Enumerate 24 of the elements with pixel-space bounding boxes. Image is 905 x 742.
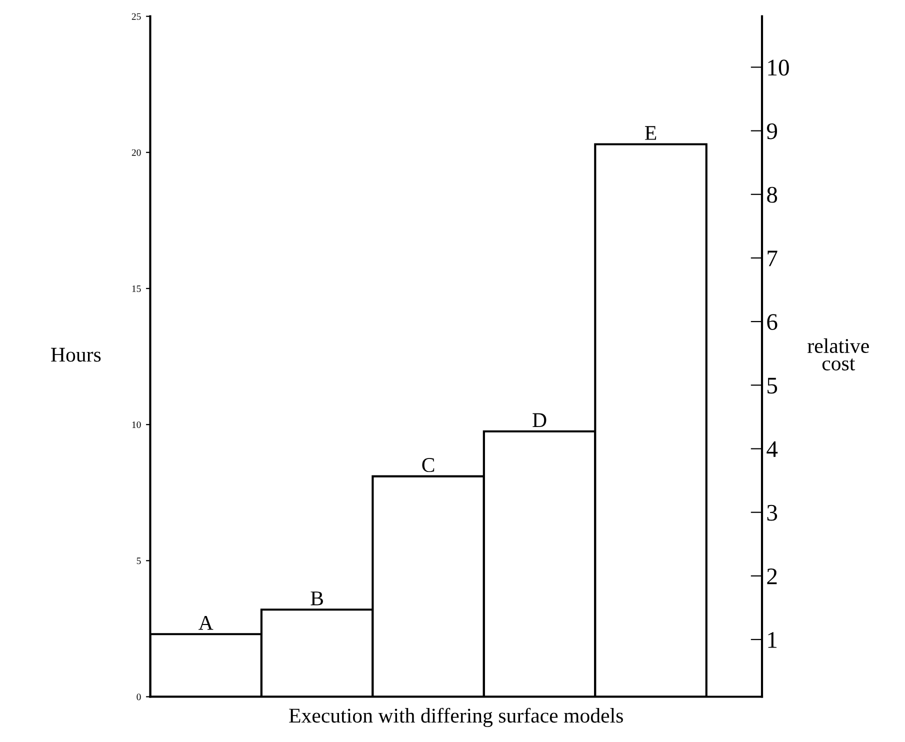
x-tick-label: B [310, 592, 324, 606]
y2-tick-label: 8 [767, 186, 778, 203]
y-tick-label: 5 [136, 558, 141, 564]
y-axis-title: Hours [51, 348, 101, 362]
y2-tick-label: 1 [768, 632, 777, 648]
y2-tick-label: 10 [768, 60, 789, 76]
x-tick-label: C [422, 458, 434, 472]
y-tick-label: 15 [132, 285, 141, 292]
x-tick-label: A [198, 616, 214, 630]
y2-tick-label: 6 [767, 314, 778, 330]
y-tick-label: 20 [132, 149, 141, 156]
y2-axis-title: relative cost [808, 338, 869, 370]
y2-tick-label: 4 [766, 441, 778, 457]
y-tick-label: 10 [132, 421, 141, 428]
x-axis-title: Execution with differing surface models [289, 708, 623, 728]
x-tick-label: D [532, 413, 546, 427]
x-tick-label: E [645, 126, 656, 140]
y2-tick-label: 9 [766, 123, 778, 140]
y2-tick-label: 2 [767, 568, 777, 584]
y2-tick-label: 7 [768, 250, 778, 266]
y2-tick-label: 5 [768, 378, 778, 394]
y2-tick-label: 3 [767, 504, 778, 521]
y-tick-label: 25 [132, 13, 141, 20]
y-tick-label: 0 [136, 694, 141, 700]
